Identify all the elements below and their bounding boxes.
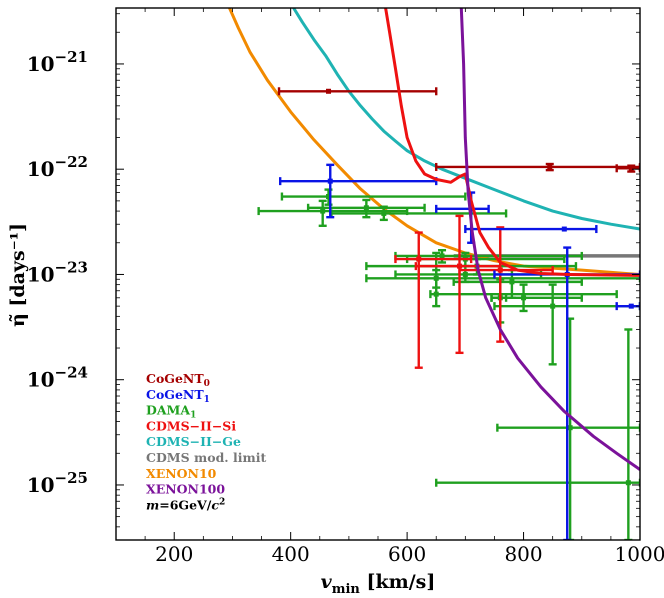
y-tick-base: 10: [27, 262, 55, 286]
legend-subscript: 1: [204, 395, 210, 405]
dama1-marker: [363, 205, 369, 211]
dama1-point: [435, 328, 640, 540]
cogent1-marker: [327, 178, 333, 184]
plot-frame: [115, 7, 641, 541]
x-tick-label: 200: [155, 542, 193, 566]
legend-label: XENON10: [146, 466, 217, 481]
xenon10-curve: [228, 8, 640, 276]
y-tick-base: 10: [27, 52, 55, 76]
y-tick-label: 10−23: [27, 258, 88, 286]
legend-entry: CoGeNT0: [146, 371, 210, 389]
cogent1-marker: [561, 226, 567, 232]
x-axis-title-unit: [km/s]: [360, 571, 436, 593]
cdms-ii-si-curve: [384, 8, 640, 277]
legend-mass-c: c: [211, 497, 219, 512]
y-tick-base: 10: [27, 473, 55, 497]
cogent0-point: [615, 164, 640, 173]
cdms-ii-si-points-marker: [497, 267, 503, 273]
y-tick-label: 10−24: [27, 364, 88, 392]
dama1-marker: [521, 295, 527, 301]
legend-mass-text: =6GeV/: [159, 497, 211, 512]
x-tick-label: 400: [272, 542, 310, 566]
tick-label-layer: 200 400 600 800 100010−2110−2210−2310−2410−2…: [27, 48, 664, 566]
legend-label: CDMS mod. limit: [146, 450, 266, 465]
legend-entry: CDMS−II−Si: [146, 418, 236, 433]
cdms-ii-si-points-marker: [416, 256, 422, 262]
x-axis-title: vmin [km/s]: [321, 571, 436, 597]
cogent1-marker: [628, 303, 634, 309]
x-axis-title-subscript: min: [332, 582, 361, 597]
legend-entry: DAMA1: [146, 403, 196, 421]
x-tick-label: 600: [388, 542, 426, 566]
y-tick-label: 10−21: [27, 48, 88, 76]
dama1-marker: [550, 303, 556, 309]
dama1-marker: [381, 210, 387, 216]
legend-mass-symbol: m: [146, 497, 159, 512]
legend-superscript: 2: [219, 497, 225, 507]
dama1-marker: [462, 271, 468, 277]
legend-entry: m=6GeV/c2: [146, 497, 225, 512]
legend: CoGeNT0CoGeNT1DAMA1CDMS−II−SiCDMS−II−GeC…: [146, 371, 266, 512]
y-tick-exponent: −24: [55, 364, 88, 382]
legend-label: DAMA: [146, 403, 190, 418]
cogent0-marker: [547, 164, 553, 170]
legend-entry: XENON100: [146, 482, 225, 497]
y-axis-title: η̃ [days⁻¹]: [7, 223, 29, 327]
legend-label: CDMS−II−Si: [146, 418, 236, 433]
cdms-ii-ge-curve: [292, 8, 640, 231]
y-tick-base: 10: [27, 368, 55, 392]
y-tick-exponent: −23: [55, 258, 88, 276]
legend-entry: CDMS−II−Ge: [146, 434, 241, 449]
x-tick-label: 1000: [615, 542, 664, 566]
dama1-marker: [326, 194, 332, 200]
xenon100-curve: [459, 8, 640, 471]
legend-entry: XENON10: [146, 466, 217, 481]
cogent0-marker: [326, 88, 332, 94]
dama1-marker: [509, 279, 515, 285]
dama1-point: [280, 188, 467, 206]
plot-area: [228, 8, 640, 540]
dama1-marker: [567, 425, 573, 431]
cogent0-marker: [628, 165, 634, 171]
y-tick-label: 10−22: [27, 153, 88, 181]
y-tick-exponent: −25: [55, 469, 88, 487]
legend-subscript: 0: [204, 379, 210, 389]
y-tick-exponent: −21: [55, 48, 88, 66]
cogent1-point: [278, 163, 438, 219]
cogent1-point: [464, 225, 598, 234]
x-tick-label: 800: [504, 542, 542, 566]
legend-label: XENON100: [146, 482, 225, 497]
legend-subscript: 1: [190, 411, 196, 421]
x-axis-title-symbol: v: [321, 571, 333, 593]
series-layer: [228, 8, 640, 540]
y-tick-label: 10−25: [27, 469, 88, 497]
cdms-ii-si-points-point: [458, 226, 554, 343]
legend-label: CoGeNT: [146, 371, 204, 386]
dama1-marker: [625, 480, 631, 486]
dama1-marker: [439, 253, 445, 259]
legend-entry: CoGeNT1: [146, 387, 210, 405]
dama1-marker: [320, 208, 326, 214]
y-tick-exponent: −22: [55, 153, 88, 171]
cogent0-point: [435, 162, 640, 172]
dama1-point: [394, 248, 583, 264]
dama1-point: [496, 317, 640, 540]
legend-label: CoGeNT: [146, 387, 204, 402]
legend-entry: CDMS mod. limit: [146, 450, 266, 465]
dama1-marker: [433, 291, 439, 297]
legend-label: CDMS−II−Ge: [146, 434, 241, 449]
y-tick-base: 10: [27, 157, 55, 181]
cogent0-point: [277, 87, 438, 96]
